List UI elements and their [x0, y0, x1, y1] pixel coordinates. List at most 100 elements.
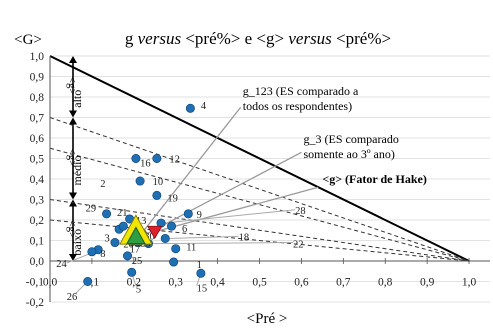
data-point	[169, 257, 179, 267]
data-point	[135, 176, 145, 186]
point-label: 4	[201, 101, 207, 112]
marker-g3-triangle	[126, 226, 146, 245]
point-label: 20	[123, 240, 134, 251]
x-tick-label: 0,6	[294, 277, 309, 289]
x-tick-label: 0,4	[210, 277, 225, 289]
x-tick-label: 0,3	[169, 277, 184, 289]
y-axis-title: <G>	[14, 32, 42, 48]
reference-line-dashed	[49, 117, 470, 262]
point-label: 17	[130, 245, 141, 256]
annotation-line	[139, 106, 242, 236]
axes	[49, 56, 490, 302]
x-tick-label: 0,9	[420, 277, 435, 289]
band-label: médio	[70, 156, 84, 186]
point-label: 28	[295, 206, 306, 217]
data-point	[127, 267, 137, 277]
annotation-text: <g> (Fator de Hake)	[322, 172, 426, 186]
y-tick-label: 0,3	[30, 195, 45, 207]
data-point	[110, 238, 120, 248]
point-label: 16	[140, 159, 151, 170]
band-label: baixo	[70, 229, 84, 256]
title-part: g	[125, 29, 138, 48]
band-g-symbol: <g>	[66, 149, 78, 167]
y-tick-label: 0,0	[30, 256, 45, 268]
point-label: 21	[117, 208, 128, 219]
title-part: versus	[138, 29, 182, 48]
point-label: 18	[239, 232, 250, 243]
data-point	[118, 221, 128, 231]
band-label: alto	[70, 90, 84, 108]
point-label: 13	[136, 216, 147, 227]
point-label: 19	[167, 193, 178, 204]
y-tick-label: 1,0	[30, 51, 45, 63]
data-point	[160, 233, 170, 243]
x-tick-label: 0,7	[336, 277, 351, 289]
leader-line	[66, 252, 93, 264]
title-part: <pré%> e <g>	[181, 29, 288, 48]
y-tick-label: 0,5	[30, 154, 45, 166]
band-g-symbol: <g>	[66, 220, 78, 238]
classification-bands: <g>alto<g>médio<g>baixo	[66, 56, 84, 261]
point-label: 12	[169, 155, 180, 166]
data-point	[183, 209, 193, 219]
reference-line-dashed	[49, 199, 470, 262]
data-point	[167, 221, 177, 231]
point-label: 11	[186, 243, 196, 254]
reference-line-solid	[49, 55, 470, 262]
x-axis-title: <Pré >	[247, 311, 288, 327]
band-arrowhead-down	[69, 110, 77, 118]
x-tick-label: 1,0	[462, 277, 477, 289]
band-arrowhead-up	[69, 117, 77, 125]
point-label: 15	[197, 284, 208, 295]
annotation-line	[156, 186, 319, 232]
data-point	[185, 103, 195, 113]
point-label: 8	[100, 249, 105, 260]
title-part: versus	[288, 29, 332, 48]
band-arrowhead-up	[69, 56, 77, 63]
point-label: 2	[100, 179, 105, 190]
reference-lines	[49, 55, 470, 262]
data-point	[83, 276, 93, 286]
aggregate-markers	[119, 214, 163, 245]
point-label: 1	[197, 260, 202, 271]
leader-line	[150, 242, 294, 245]
title-part: <pré%>	[332, 29, 391, 48]
y-tick-label: 0,7	[30, 113, 45, 125]
point-label: 30	[144, 231, 155, 242]
annotation-text: somente ao 3º ano)	[304, 147, 395, 161]
y-tick-label: 0,2	[30, 215, 45, 227]
x-tick-label: 0,5	[252, 277, 267, 289]
leader-line	[163, 209, 296, 224]
reference-line-dashed	[49, 147, 470, 262]
point-label: 10	[153, 177, 164, 188]
data-point	[152, 190, 162, 200]
point-label: 26	[67, 292, 78, 303]
y-tick-label: 0,6	[30, 133, 45, 145]
band-arrowhead-down	[69, 254, 77, 261]
point-label: 6	[182, 224, 187, 235]
point-label: 22	[293, 240, 304, 251]
data-point	[131, 154, 141, 164]
tick-labels: -0,2-0,10,00,10,20,30,40,50,60,70,80,91,…	[26, 51, 477, 309]
point-label: 3	[104, 233, 109, 244]
data-point	[87, 247, 97, 257]
band-g-symbol: <g>	[66, 77, 78, 95]
y-tick-label: -0,1	[26, 277, 44, 289]
point-label: 25	[132, 256, 143, 267]
annotation-text: g_123 (ES comparado a	[243, 84, 359, 98]
x-tick-label: 0,0	[43, 277, 58, 289]
point-label: 29	[86, 204, 97, 215]
y-tick-label: 0,8	[30, 92, 45, 104]
y-tick-label: 0,1	[30, 236, 45, 248]
annotation-text: g_3 (ES comparado	[304, 132, 399, 146]
data-point	[196, 268, 206, 278]
data-point	[171, 244, 181, 254]
point-label: 24	[56, 259, 67, 270]
y-tick-label: -0,2	[26, 297, 44, 309]
y-tick-label: 0,4	[30, 174, 45, 186]
data-point	[102, 209, 112, 219]
marker-hake	[147, 225, 163, 240]
